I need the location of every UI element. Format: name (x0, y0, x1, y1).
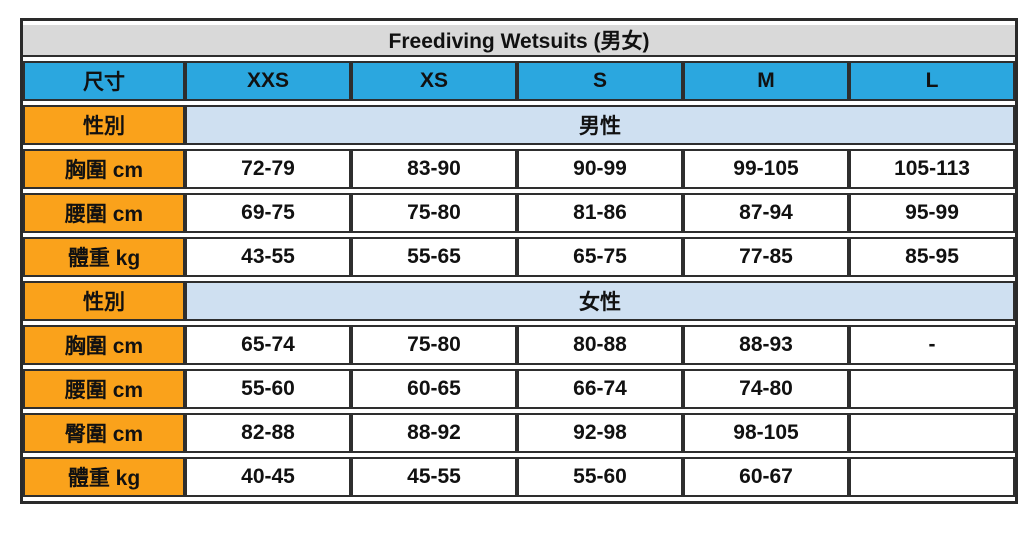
gender-band-female: 女性 (185, 281, 1016, 321)
column-header-size-label: 尺寸 (23, 61, 185, 101)
row-label-chest: 胸圍 cm (23, 325, 185, 365)
gender-row-female: 性別 女性 (23, 281, 1016, 321)
size-cell: 40-45 (185, 457, 351, 497)
column-header-s: S (517, 61, 683, 101)
size-cell (849, 369, 1016, 409)
wetsuit-size-table: Freediving Wetsuits (男女) 尺寸 XXS XS S M L… (20, 18, 1019, 504)
size-cell: 92-98 (517, 413, 683, 453)
row-label-waist: 腰圍 cm (23, 193, 185, 233)
column-header-xxs: XXS (185, 61, 351, 101)
size-cell: - (849, 325, 1016, 365)
row-label-hip: 臀圍 cm (23, 413, 185, 453)
size-cell: 65-75 (517, 237, 683, 277)
size-cell: 82-88 (185, 413, 351, 453)
size-cell: 80-88 (517, 325, 683, 365)
size-cell: 75-80 (351, 325, 517, 365)
size-cell: 88-92 (351, 413, 517, 453)
size-cell: 88-93 (683, 325, 849, 365)
row-label-weight: 體重 kg (23, 457, 185, 497)
size-header-row: 尺寸 XXS XS S M L (23, 61, 1016, 101)
table-row-male-weight: 體重 kg 43-55 55-65 65-75 77-85 85-95 (23, 237, 1016, 277)
size-cell: 55-60 (517, 457, 683, 497)
size-cell: 69-75 (185, 193, 351, 233)
size-cell: 74-80 (683, 369, 849, 409)
size-cell: 55-60 (185, 369, 351, 409)
column-header-m: M (683, 61, 849, 101)
row-label-chest: 胸圍 cm (23, 149, 185, 189)
size-cell: 43-55 (185, 237, 351, 277)
table-row-female-hip: 臀圍 cm 82-88 88-92 92-98 98-105 (23, 413, 1016, 453)
size-cell: 85-95 (849, 237, 1016, 277)
table-row-male-waist: 腰圍 cm 69-75 75-80 81-86 87-94 95-99 (23, 193, 1016, 233)
gender-label: 性別 (23, 281, 185, 321)
size-cell: 72-79 (185, 149, 351, 189)
row-label-waist: 腰圍 cm (23, 369, 185, 409)
size-cell: 55-65 (351, 237, 517, 277)
gender-label: 性別 (23, 105, 185, 145)
gender-row-male: 性別 男性 (23, 105, 1016, 145)
size-cell: 87-94 (683, 193, 849, 233)
gender-band-male: 男性 (185, 105, 1016, 145)
size-cell: 77-85 (683, 237, 849, 277)
table-row-female-waist: 腰圍 cm 55-60 60-65 66-74 74-80 (23, 369, 1016, 409)
size-cell: 83-90 (351, 149, 517, 189)
table-title: Freediving Wetsuits (男女) (23, 25, 1016, 57)
size-cell: 66-74 (517, 369, 683, 409)
size-cell (849, 413, 1016, 453)
table-row-male-chest: 胸圍 cm 72-79 83-90 90-99 99-105 105-113 (23, 149, 1016, 189)
size-cell: 45-55 (351, 457, 517, 497)
size-cell: 81-86 (517, 193, 683, 233)
table-row-female-chest: 胸圍 cm 65-74 75-80 80-88 88-93 - (23, 325, 1016, 365)
size-cell: 98-105 (683, 413, 849, 453)
size-cell: 60-67 (683, 457, 849, 497)
size-cell: 95-99 (849, 193, 1016, 233)
column-header-l: L (849, 61, 1016, 101)
size-cell: 90-99 (517, 149, 683, 189)
column-header-xs: XS (351, 61, 517, 101)
table-row-female-weight: 體重 kg 40-45 45-55 55-60 60-67 (23, 457, 1016, 497)
size-cell: 65-74 (185, 325, 351, 365)
size-cell: 75-80 (351, 193, 517, 233)
size-cell (849, 457, 1016, 497)
row-label-weight: 體重 kg (23, 237, 185, 277)
size-cell: 99-105 (683, 149, 849, 189)
table-title-row: Freediving Wetsuits (男女) (23, 25, 1016, 57)
size-cell: 60-65 (351, 369, 517, 409)
size-cell: 105-113 (849, 149, 1016, 189)
